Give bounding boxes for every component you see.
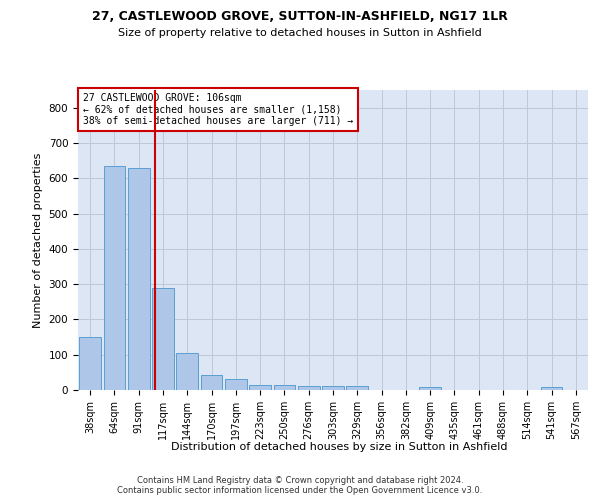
- Bar: [249, 386, 271, 390]
- Bar: [274, 386, 295, 390]
- Text: Distribution of detached houses by size in Sutton in Ashfield: Distribution of detached houses by size …: [171, 442, 507, 452]
- Bar: [346, 386, 368, 390]
- Bar: [152, 288, 174, 390]
- Text: Size of property relative to detached houses in Sutton in Ashfield: Size of property relative to detached ho…: [118, 28, 482, 38]
- Bar: [104, 166, 125, 390]
- Bar: [322, 386, 344, 390]
- Bar: [200, 375, 223, 390]
- Y-axis label: Number of detached properties: Number of detached properties: [33, 152, 43, 328]
- Text: Contains HM Land Registry data © Crown copyright and database right 2024.
Contai: Contains HM Land Registry data © Crown c…: [118, 476, 482, 495]
- Bar: [541, 387, 562, 390]
- Bar: [419, 387, 441, 390]
- Bar: [176, 353, 198, 390]
- Bar: [128, 168, 149, 390]
- Text: 27 CASTLEWOOD GROVE: 106sqm
← 62% of detached houses are smaller (1,158)
38% of : 27 CASTLEWOOD GROVE: 106sqm ← 62% of det…: [83, 93, 353, 126]
- Bar: [298, 386, 320, 390]
- Bar: [225, 380, 247, 390]
- Text: 27, CASTLEWOOD GROVE, SUTTON-IN-ASHFIELD, NG17 1LR: 27, CASTLEWOOD GROVE, SUTTON-IN-ASHFIELD…: [92, 10, 508, 23]
- Bar: [79, 337, 101, 390]
